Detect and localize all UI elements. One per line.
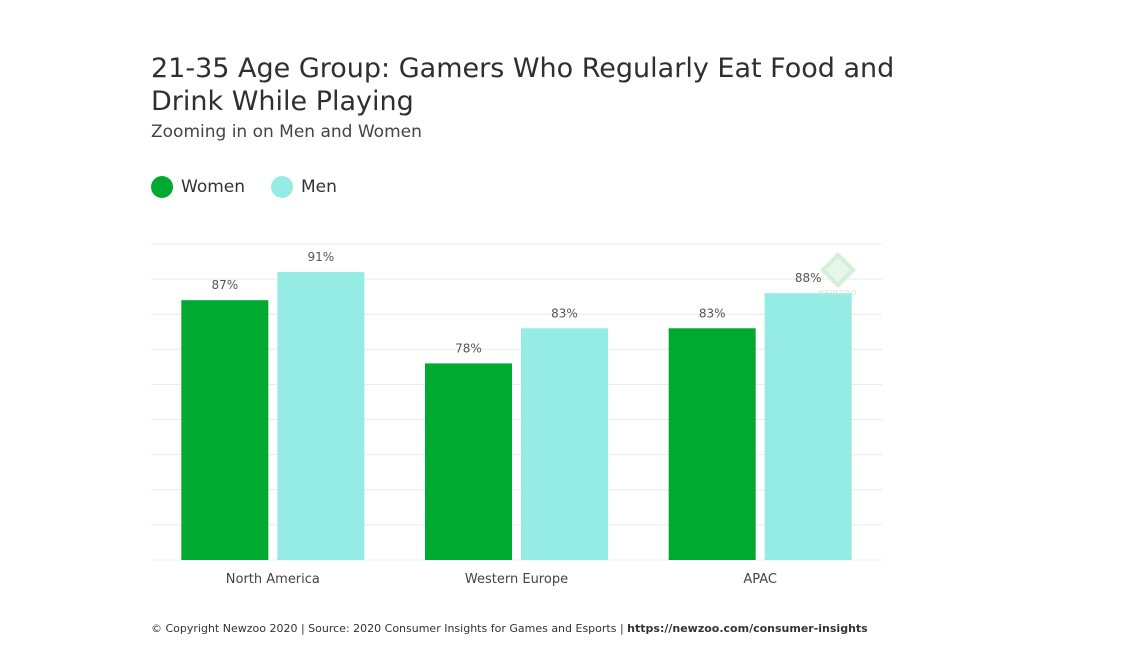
value-label: 88%: [795, 271, 822, 285]
chart-value-labels: 87% 91% 78% 83% 83% 88%: [211, 250, 821, 355]
legend-label-women: Women: [181, 177, 246, 197]
legend-swatch-women: [151, 176, 173, 198]
footer-copyright: © Copyright Newzoo 2020 | Source: 2020 C…: [151, 622, 628, 635]
chart-bars: [181, 272, 852, 560]
source-footer: © Copyright Newzoo 2020 | Source: 2020 C…: [151, 622, 868, 635]
chart-subtitle: Zooming in on Men and Women: [151, 122, 422, 142]
x-tick-label: Western Europe: [465, 572, 568, 587]
x-tick-label: North America: [226, 572, 320, 587]
bar-women-western-europe: [425, 363, 512, 560]
bar-men-apac: [764, 293, 852, 560]
newzoo-watermark-text: NEWZOO: [819, 289, 857, 297]
footer-link[interactable]: https://newzoo.com/consumer-insights: [627, 622, 868, 635]
newzoo-logo-inner-icon: [826, 258, 850, 282]
value-label: 83%: [551, 306, 578, 320]
value-label: 87%: [211, 278, 238, 292]
value-label: 83%: [699, 306, 726, 320]
legend-label-men: Men: [301, 177, 337, 197]
chart-title: 21-35 Age Group: Gamers Who Regularly Ea…: [151, 53, 895, 117]
bar-men-western-europe: [521, 328, 608, 560]
bar-women-north-america: [181, 300, 269, 560]
value-label: 91%: [307, 250, 334, 264]
bar-men-north-america: [277, 272, 365, 560]
legend-item-men: Men: [271, 176, 337, 198]
x-tick-label: APAC: [743, 572, 777, 587]
chart-x-ticks: North America Western Europe APAC: [226, 572, 777, 587]
bar-women-apac: [668, 328, 756, 560]
chart-grid: [151, 243, 882, 561]
value-label: 78%: [455, 341, 482, 355]
newzoo-watermark: NEWZOO: [819, 252, 857, 297]
legend-swatch-men: [271, 176, 294, 198]
legend-item-women: Women: [151, 176, 245, 198]
chart-legend: Women Men: [151, 176, 363, 198]
